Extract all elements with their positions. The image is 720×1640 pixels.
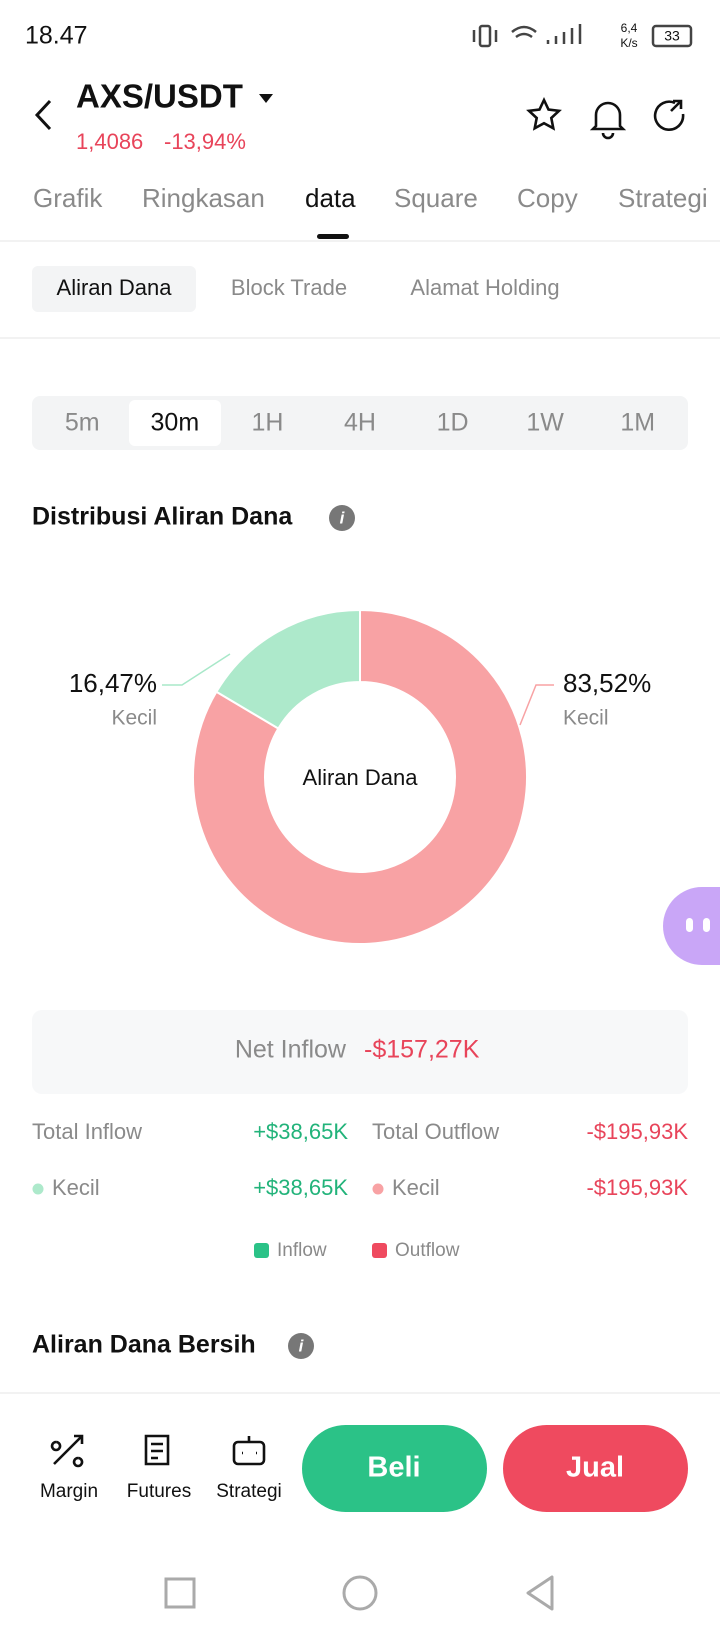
section-title: Distribusi Aliran Dana (32, 503, 293, 531)
donut-segment (215, 608, 361, 730)
total-outflow-value: -$195,93K (586, 1119, 688, 1144)
section-title: Aliran Dana Bersih (32, 1331, 256, 1359)
net-inflow-box (32, 1010, 688, 1094)
total-inflow-label: Total Inflow (32, 1119, 142, 1144)
inflow-row-value: +$38,65K (253, 1175, 348, 1200)
nav-icons (50, 1434, 266, 1468)
sell-label: Jual (566, 1452, 624, 1484)
interval[interactable]: 1W (526, 409, 564, 437)
tab[interactable]: Ringkasan (142, 183, 265, 213)
segment-label: 83,52% (563, 668, 651, 698)
tab[interactable]: Strategi (618, 183, 708, 213)
price-change: -13,94% (164, 129, 246, 154)
buy-button[interactable] (302, 1425, 487, 1512)
leader-line (519, 684, 554, 726)
favorite-button[interactable] (526, 96, 562, 131)
home-button[interactable] (342, 1575, 378, 1611)
interval[interactable]: 1D (437, 409, 469, 437)
info-glyph: i (299, 1336, 305, 1355)
back-system-button[interactable] (526, 1575, 554, 1611)
subtab[interactable]: Block Trade (231, 275, 347, 300)
outflow-row-name: Kecil (392, 1175, 440, 1200)
tab-active[interactable]: data (305, 183, 356, 213)
nav-label[interactable]: Strategi (216, 1481, 281, 1502)
segment-label: 16,47% (69, 668, 157, 698)
price: 1,4086 (76, 129, 143, 154)
status-speed: 6,4 (621, 21, 638, 35)
interval-group: 5m 30m 1H 4H 1D 1W 1M (65, 409, 655, 437)
subtab-active[interactable]: Aliran Dana (57, 275, 173, 300)
subtab[interactable]: Alamat Holding (410, 275, 559, 300)
interval-active[interactable]: 30m (151, 409, 200, 437)
subtab-active-bg (32, 266, 196, 312)
recents-button[interactable] (164, 1577, 196, 1609)
buy-label: Beli (367, 1452, 420, 1484)
interval[interactable]: 4H (344, 409, 376, 437)
interval[interactable]: 5m (65, 409, 100, 437)
pair-name[interactable]: AXS/USDT (76, 78, 243, 115)
nav-label[interactable]: Margin (40, 1481, 98, 1502)
interval[interactable]: 1M (620, 409, 655, 437)
segment-name: Kecil (563, 707, 609, 730)
legend-swatch (372, 1243, 387, 1258)
net-inflow-value: -$157,27K (364, 1036, 480, 1064)
legend-swatch (254, 1243, 269, 1258)
tab-indicator (317, 234, 349, 239)
interval-active-bg (129, 400, 221, 446)
status-time: 18.47 (25, 22, 88, 50)
inflow-row-name: Kecil (52, 1175, 100, 1200)
status-icons (472, 24, 693, 48)
back-button[interactable] (34, 99, 52, 131)
leader-line (162, 653, 231, 686)
tab[interactable]: Copy (517, 183, 578, 213)
legend-label[interactable]: Inflow (277, 1240, 327, 1261)
total-outflow-label: Total Outflow (372, 1119, 499, 1144)
segment-name: Kecil (111, 707, 157, 730)
donut-segment (192, 608, 528, 945)
tab[interactable]: Grafik (33, 183, 103, 213)
legend-dot (372, 1183, 384, 1195)
net-inflow-label: Net Inflow (235, 1036, 347, 1064)
legend-dot (32, 1183, 44, 1195)
tab[interactable]: Square (394, 183, 478, 213)
status-speed-unit: K/s (620, 36, 637, 50)
assistant-eye (703, 918, 710, 932)
info-icon[interactable] (288, 1333, 314, 1359)
info-icon[interactable] (329, 505, 355, 531)
pair-dropdown[interactable] (259, 94, 273, 103)
interval[interactable]: 1H (251, 409, 283, 437)
share-button[interactable] (653, 99, 685, 131)
sell-button[interactable] (503, 1425, 688, 1512)
battery-level: 33 (664, 28, 680, 44)
info-glyph: i (340, 508, 346, 527)
assistant-eye (686, 918, 693, 932)
alert-button[interactable] (589, 101, 627, 140)
donut-center-label: Aliran Dana (303, 765, 419, 790)
nav-label[interactable]: Futures (127, 1481, 191, 1502)
outflow-row-value: -$195,93K (586, 1175, 688, 1200)
donut-chart (192, 608, 528, 945)
legend-label[interactable]: Outflow (395, 1240, 460, 1261)
total-inflow-value: +$38,65K (253, 1119, 348, 1144)
